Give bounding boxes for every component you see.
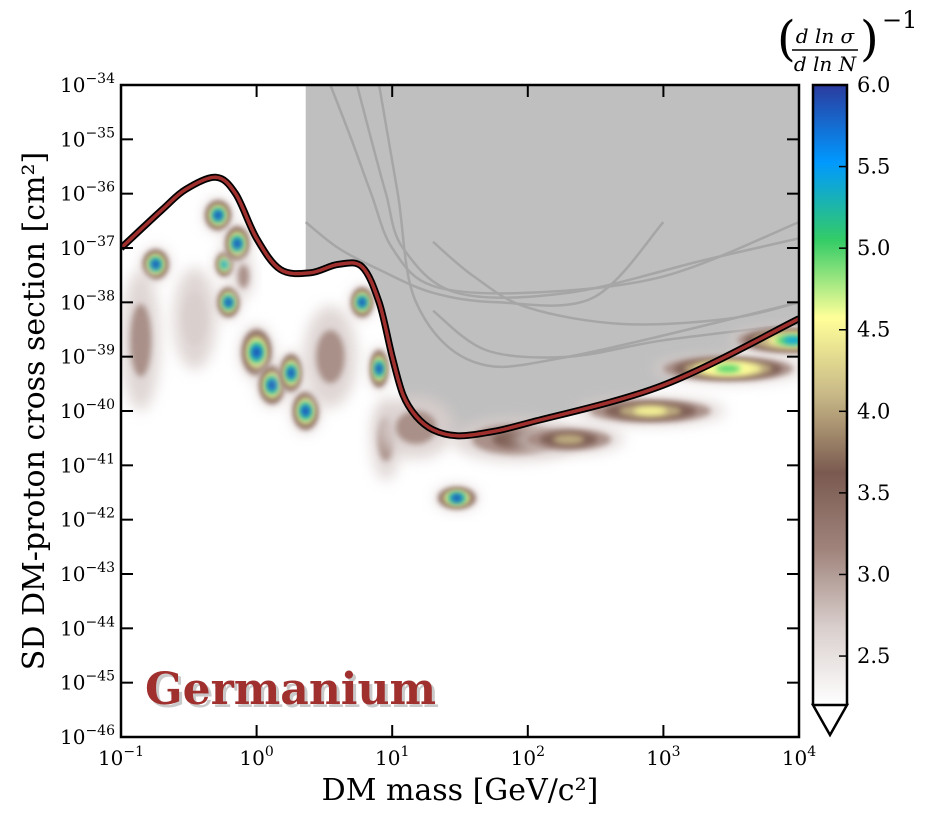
existing-limit-line-1 bbox=[329, 85, 799, 295]
heatmap-blob-8 bbox=[239, 325, 274, 379]
y-tick-label-5: 10−39 bbox=[60, 343, 115, 369]
heatmap-blob-12 bbox=[303, 305, 357, 408]
y-tick-label-3: 10−37 bbox=[60, 234, 115, 260]
x-tick-label-2: 101 bbox=[375, 744, 409, 770]
colorbar-tick-label-1: 3.0 bbox=[857, 562, 890, 586]
existing-limits-group bbox=[304, 85, 799, 369]
existing-limit-line-2 bbox=[355, 85, 799, 299]
heatmap-blob-14 bbox=[369, 347, 389, 391]
x-tick-label-1: 100 bbox=[239, 744, 273, 770]
y-tick-label-9: 10−43 bbox=[60, 560, 115, 586]
existing-limit-line-5 bbox=[432, 309, 799, 359]
heatmap-blob-11 bbox=[291, 389, 320, 433]
existing-limit-line-4 bbox=[432, 240, 799, 326]
colorbar-label: ( d ln σ d ln N ) −1 bbox=[777, 6, 917, 76]
heatmap-blob-1 bbox=[121, 269, 160, 411]
heatmap-blob-13 bbox=[350, 285, 374, 320]
heatmap-blob-0 bbox=[141, 247, 170, 282]
colorbar bbox=[813, 85, 847, 705]
plot-frame bbox=[119, 83, 801, 739]
heatmap-blob-3 bbox=[203, 198, 233, 232]
y-axis-ticks: 10−34 10−35 10−36 10−37 10−38 10−39 10−40 10−41… bbox=[60, 71, 799, 749]
y-tick-label-10: 10−44 bbox=[60, 614, 115, 640]
heatmap-blob-6 bbox=[224, 224, 251, 264]
y-tick-label-8: 10−42 bbox=[60, 506, 115, 532]
colorbar-tick-label-6: 5.5 bbox=[857, 155, 890, 179]
cb-label-paren-right: ) bbox=[860, 11, 879, 67]
y-tick-label-6: 10−40 bbox=[60, 397, 115, 423]
colorbar-tick-label-0: 2.5 bbox=[857, 644, 890, 668]
y-tick-label-1: 10−35 bbox=[60, 125, 115, 151]
heatmap-blob-2 bbox=[173, 267, 217, 370]
x-axis-label: DM mass [GeV/c²] bbox=[322, 773, 599, 808]
heatmap-blob-9 bbox=[257, 363, 287, 407]
y-tick-label-7: 10−41 bbox=[60, 451, 115, 477]
heatmap-blob-21 bbox=[652, 354, 799, 383]
x-tick-label-0: 10−1 bbox=[98, 744, 144, 770]
y-tick-label-4: 10−38 bbox=[60, 288, 115, 314]
colorbar-tick-label-4: 4.5 bbox=[857, 318, 890, 342]
existing-limit-line-3 bbox=[377, 85, 799, 369]
colorbar-extension bbox=[810, 703, 850, 738]
limit-curve bbox=[121, 175, 799, 438]
y-tick-label-0: 10−34 bbox=[60, 71, 115, 97]
colorbar-tick-label-5: 5.0 bbox=[857, 236, 890, 260]
cb-label-exponent: −1 bbox=[882, 6, 917, 34]
colorbar-tick-label-7: 6.0 bbox=[857, 73, 890, 97]
y-axis-label: SD DM-proton cross section [cm²] bbox=[17, 152, 52, 670]
cb-label-numerator: d ln σ bbox=[796, 24, 856, 48]
colorbar-ticks: 2.5 3.0 3.5 4.0 4.5 5.0 5.5 6.0 bbox=[839, 73, 890, 668]
heatmap-blob-16 bbox=[377, 396, 455, 459]
material-label: Germanium bbox=[145, 664, 436, 715]
heatmap-blob-20 bbox=[575, 397, 726, 425]
colorbar-tick-label-3: 4.0 bbox=[857, 399, 890, 423]
sensitivity-heatmap bbox=[121, 198, 799, 510]
x-tick-label-4: 103 bbox=[646, 744, 680, 770]
excluded-region bbox=[305, 85, 799, 436]
material-label-shadow: Germanium bbox=[148, 667, 439, 718]
x-tick-label-3: 102 bbox=[511, 744, 545, 770]
y-tick-label-11: 10−45 bbox=[60, 669, 115, 695]
heatmap-blob-17 bbox=[435, 486, 479, 510]
colorbar-frame bbox=[811, 83, 849, 705]
x-axis-ticks: 10−1 100 101 102 103 104 bbox=[98, 85, 816, 770]
heatmap-blob-19 bbox=[512, 425, 625, 454]
y-tick-label-12: 10−46 bbox=[60, 723, 115, 749]
cb-label-paren-left: ( bbox=[777, 11, 796, 67]
heatmap-blob-7 bbox=[234, 254, 253, 298]
y-tick-label-2: 10−36 bbox=[60, 180, 115, 206]
colorbar-tick-label-2: 3.5 bbox=[857, 481, 890, 505]
existing-limit-line-0 bbox=[304, 221, 665, 307]
heatmap-blob-5 bbox=[216, 285, 241, 320]
cb-label-denominator: d ln N bbox=[794, 52, 858, 76]
x-tick-label-5: 104 bbox=[782, 744, 816, 770]
heatmap-blob-10 bbox=[279, 351, 303, 395]
